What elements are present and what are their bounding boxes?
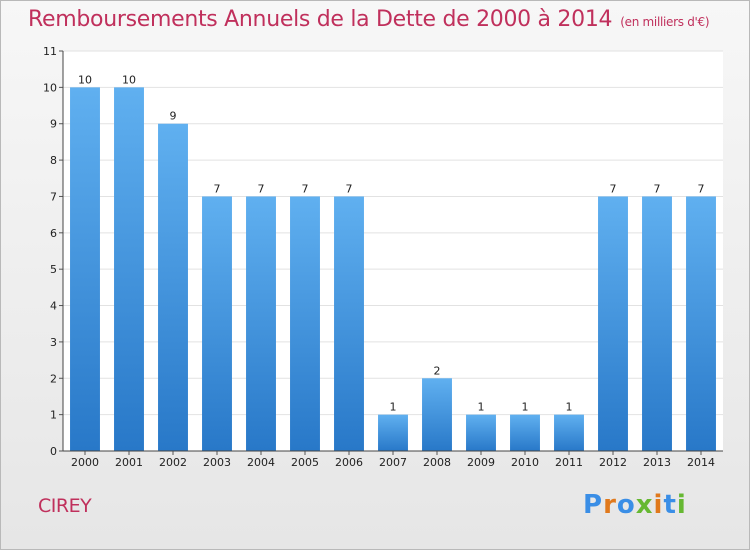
bar	[158, 123, 188, 452]
bar	[202, 196, 232, 451]
y-tick-label: 2	[50, 372, 57, 385]
data-label: 7	[258, 182, 265, 195]
x-tick-label: 2003	[203, 456, 231, 469]
bar	[422, 378, 452, 451]
data-label: 2	[434, 364, 441, 377]
data-label: 7	[214, 182, 221, 195]
data-label: 7	[698, 182, 705, 195]
x-tick-label: 2004	[247, 456, 275, 469]
bar	[686, 196, 716, 451]
title-text: Remboursements Annuels de la Dette de 20…	[28, 7, 613, 32]
bar	[598, 196, 628, 451]
x-tick-label: 2014	[687, 456, 715, 469]
bar	[554, 414, 584, 451]
logo-letter: x	[635, 490, 654, 520]
logo-letter: i	[653, 490, 664, 520]
data-label: 1	[522, 401, 529, 414]
data-label: 10	[78, 73, 92, 86]
y-tick-label: 8	[50, 154, 57, 167]
logo-letter: t	[663, 490, 677, 520]
x-tick-label: 2006	[335, 456, 363, 469]
proxiti-logo: Proxiti	[583, 490, 687, 520]
x-tick-label: 2001	[115, 456, 143, 469]
commune-name: CIREY	[38, 495, 92, 517]
y-tick-label: 11	[43, 45, 57, 58]
y-tick-label: 7	[50, 190, 57, 203]
bar	[378, 414, 408, 451]
logo-letter: r	[603, 490, 617, 520]
x-tick-label: 2011	[555, 456, 583, 469]
y-tick-label: 3	[50, 336, 57, 349]
logo-letter: i	[676, 490, 687, 520]
data-label: 10	[122, 73, 136, 86]
y-tick-label: 6	[50, 227, 57, 240]
bar	[510, 414, 540, 451]
y-tick-label: 10	[43, 81, 57, 94]
x-tick-label: 2012	[599, 456, 627, 469]
x-tick-label: 2008	[423, 456, 451, 469]
bar	[290, 196, 320, 451]
y-tick-label: 0	[50, 445, 57, 458]
data-label: 7	[654, 182, 661, 195]
bar	[466, 414, 496, 451]
chart-title: Remboursements Annuels de la Dette de 20…	[28, 7, 710, 32]
data-label: 7	[610, 182, 617, 195]
y-tick-label: 1	[50, 409, 57, 422]
y-tick-label: 5	[50, 263, 57, 276]
x-tick-label: 2013	[643, 456, 671, 469]
data-label: 1	[566, 401, 573, 414]
bar	[334, 196, 364, 451]
bar	[114, 87, 144, 451]
data-label: 1	[478, 401, 485, 414]
bar	[642, 196, 672, 451]
x-tick-label: 2005	[291, 456, 319, 469]
x-tick-label: 2010	[511, 456, 539, 469]
x-tick-label: 2002	[159, 456, 187, 469]
x-tick-label: 2009	[467, 456, 495, 469]
unit-label: (en milliers d'€)	[620, 15, 710, 29]
x-tick-label: 2000	[71, 456, 99, 469]
bar	[70, 87, 100, 451]
data-label: 7	[302, 182, 309, 195]
x-tick-label: 2007	[379, 456, 407, 469]
y-tick-label: 4	[50, 300, 57, 313]
bar	[246, 196, 276, 451]
logo-letter: P	[583, 490, 604, 520]
data-label: 9	[170, 110, 177, 123]
data-label: 7	[346, 182, 353, 195]
data-label: 1	[390, 401, 397, 414]
y-tick-label: 9	[50, 118, 57, 131]
logo-letter: o	[616, 490, 636, 520]
